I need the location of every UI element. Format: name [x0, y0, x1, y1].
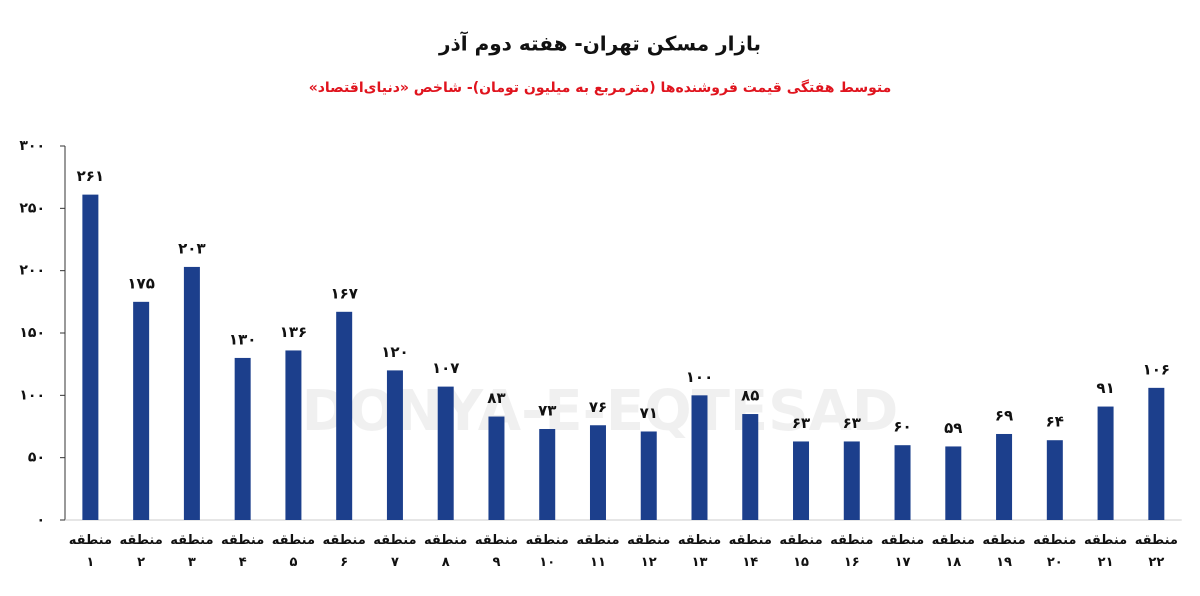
value-label: ۸۳ — [487, 389, 505, 407]
value-label: ۶۹ — [995, 406, 1013, 424]
bar — [234, 357, 251, 520]
value-label: ۶۴ — [1046, 413, 1064, 431]
x-tick-label: منطقه ۴ — [221, 533, 265, 570]
bar — [742, 414, 759, 520]
value-label: ۷۱ — [640, 404, 658, 422]
y-tick-label: ۵۰ — [28, 450, 45, 466]
bar — [996, 433, 1013, 520]
x-tick-label: منطقه ۸ — [424, 533, 468, 570]
x-tick-label: منطقه ۵ — [271, 533, 316, 570]
value-label: ۶۳ — [843, 414, 861, 432]
x-tick-label: منطقه ۱۱ — [576, 533, 620, 570]
value-label: ۶۳ — [792, 414, 810, 432]
y-tick-label: ۱۰۰ — [19, 387, 45, 403]
bar — [640, 431, 657, 520]
bar — [945, 446, 962, 520]
value-label: ۱۶۷ — [330, 284, 357, 302]
value-label: ۶۰ — [893, 418, 911, 436]
value-label: ۲۶۱ — [77, 167, 104, 185]
x-tick-label: منطقه ۱ — [68, 533, 112, 570]
x-tick-label: منطقه ۲۲ — [1134, 533, 1178, 570]
x-tick-label: منطقه ۹ — [474, 533, 519, 570]
x-tick-label: منطقه ۲۱ — [1083, 533, 1128, 570]
bar — [285, 350, 302, 520]
x-tick-label: منطقه ۷ — [373, 533, 417, 570]
x-tick-label: منطقه ۱۸ — [931, 533, 975, 570]
x-tick-label: منطقه ۱۴ — [728, 533, 772, 570]
bar — [183, 266, 200, 520]
y-tick-label: ۲۵۰ — [19, 200, 45, 216]
bar — [1148, 387, 1165, 520]
value-label: ۱۰۷ — [432, 359, 459, 377]
bar — [488, 416, 505, 520]
y-tick-label: ۳۰۰ — [19, 138, 45, 154]
bar — [82, 194, 99, 520]
bar — [691, 395, 708, 520]
bar — [539, 428, 556, 520]
x-tick-label: منطقه ۱۲ — [627, 533, 671, 570]
bar — [589, 425, 606, 520]
x-tick-label: منطقه ۱۶ — [830, 533, 874, 570]
bar — [894, 445, 911, 520]
bar — [386, 370, 403, 520]
value-label: ۷۳ — [538, 401, 556, 419]
value-label: ۱۳۰ — [229, 330, 256, 348]
value-label: ۹۱ — [1096, 379, 1114, 397]
chart-subtitle: متوسط هفتگی قیمت فروشنده‌ها (مترمربع به … — [309, 79, 892, 96]
y-tick-label: ۲۰۰ — [19, 263, 45, 279]
x-tick-label: منطقه ۶ — [322, 533, 366, 570]
value-label: ۱۲۰ — [381, 343, 408, 361]
x-tick-label: منطقه ۲ — [119, 533, 163, 570]
value-label: ۸۵ — [741, 387, 759, 405]
bar — [843, 441, 860, 520]
bar — [1046, 440, 1063, 520]
value-label: ۱۷۵ — [127, 274, 154, 292]
value-label: ۱۳۶ — [280, 323, 307, 341]
x-tick-label: منطقه ۳ — [170, 533, 214, 570]
x-tick-label: منطقه ۱۷ — [880, 533, 925, 570]
value-label: ۱۰۶ — [1143, 360, 1170, 378]
value-label: ۱۰۰ — [686, 368, 713, 386]
chart-title: بازار مسکن تهران- هفته دوم آذر — [438, 31, 761, 56]
bar — [437, 386, 454, 520]
x-tick-label: منطقه ۱۰ — [525, 533, 569, 570]
x-tick-label: منطقه ۲۰ — [1033, 533, 1077, 570]
y-tick-label: ۱۵۰ — [19, 325, 45, 341]
x-tick-label: منطقه ۱۵ — [779, 533, 823, 570]
value-label: ۵۹ — [944, 419, 962, 437]
y-tick-label: ۰ — [36, 512, 45, 528]
value-label: ۲۰۳ — [178, 239, 205, 257]
value-label: ۷۶ — [589, 398, 607, 416]
bar — [793, 441, 810, 520]
bar — [336, 311, 353, 520]
bar — [133, 301, 150, 520]
x-tick-label: منطقه ۱۹ — [982, 533, 1026, 570]
bar — [1097, 406, 1114, 520]
x-tick-label: منطقه ۱۳ — [677, 533, 722, 570]
